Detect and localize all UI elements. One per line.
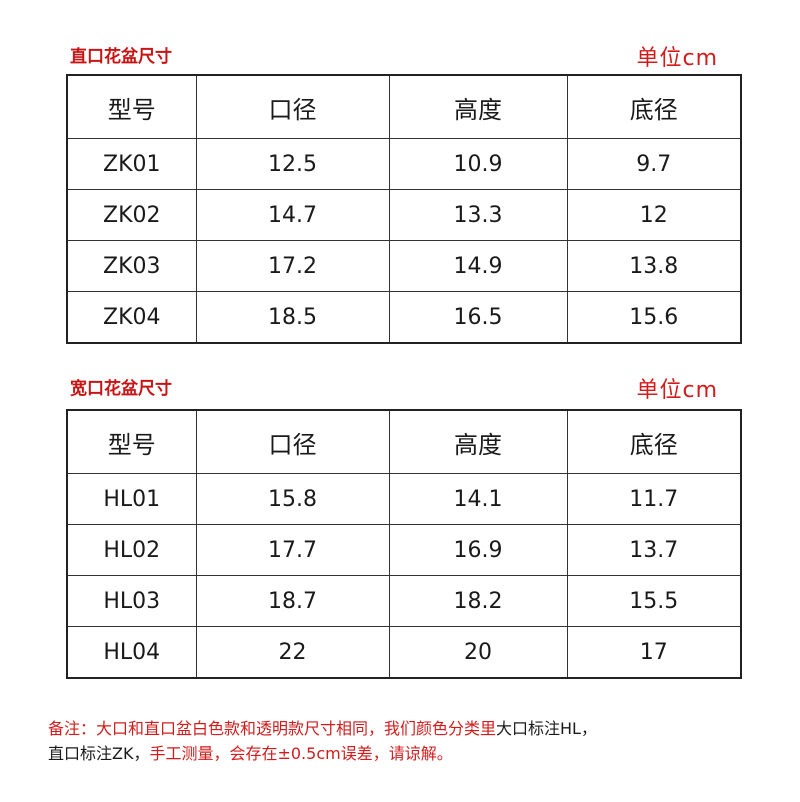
note-text-1: 备注：大口和直口盆白色款和透明款尺寸相同，我们颜色分类里 <box>48 719 497 738</box>
table-header-row: 型号 口径 高度 底径 <box>66 74 742 139</box>
cell-model: ZK04 <box>66 291 197 344</box>
header-mouth-diameter: 口径 <box>195 409 390 474</box>
cell-height: 13.3 <box>388 189 568 241</box>
cell-model: HL01 <box>66 473 197 525</box>
cell-base: 15.6 <box>566 291 742 344</box>
section-title-wide: 宽口花盆尺寸 <box>70 379 172 399</box>
cell-model: HL02 <box>66 524 197 576</box>
table-row: ZK03 17.2 14.9 13.8 <box>66 240 742 292</box>
cell-mouth: 18.7 <box>195 575 390 627</box>
header-height: 高度 <box>388 409 568 474</box>
header-model: 型号 <box>66 409 197 474</box>
cell-height: 20 <box>388 626 568 679</box>
cell-base: 13.7 <box>566 524 742 576</box>
table-row: HL02 17.7 16.9 13.7 <box>66 524 742 576</box>
header-model: 型号 <box>66 74 197 139</box>
cell-height: 14.9 <box>388 240 568 292</box>
note-text-3: 直口标注ZK， <box>48 744 150 763</box>
cell-mouth: 18.5 <box>195 291 390 344</box>
cell-base: 15.5 <box>566 575 742 627</box>
table-row: HL01 15.8 14.1 11.7 <box>66 473 742 525</box>
note-text-4: 手工测量，会存在±0.5cm误差，请谅解。 <box>149 744 453 763</box>
table-header-row: 型号 口径 高度 底径 <box>66 409 742 474</box>
cell-model: HL03 <box>66 575 197 627</box>
cell-base: 9.7 <box>566 138 742 190</box>
cell-model: ZK01 <box>66 138 197 190</box>
unit-label-straight: 单位cm <box>636 46 718 71</box>
cell-base: 13.8 <box>566 240 742 292</box>
cell-mouth: 14.7 <box>195 189 390 241</box>
header-base-diameter: 底径 <box>566 409 742 474</box>
table-row: ZK02 14.7 13.3 12 <box>66 189 742 241</box>
unit-label-wide: 单位cm <box>636 378 718 403</box>
cell-height: 16.5 <box>388 291 568 344</box>
cell-base: 11.7 <box>566 473 742 525</box>
section-title-straight: 直口花盆尺寸 <box>70 47 172 67</box>
cell-model: HL04 <box>66 626 197 679</box>
table-row: ZK01 12.5 10.9 9.7 <box>66 138 742 190</box>
cell-height: 16.9 <box>388 524 568 576</box>
cell-mouth: 15.8 <box>195 473 390 525</box>
size-table-wide: 型号 口径 高度 底径 HL01 15.8 14.1 11.7 HL02 17.… <box>66 409 742 679</box>
header-height: 高度 <box>388 74 568 139</box>
cell-mouth: 12.5 <box>195 138 390 190</box>
cell-model: ZK03 <box>66 240 197 292</box>
cell-base: 12 <box>566 189 742 241</box>
table-row: HL04 22 20 17 <box>66 626 742 679</box>
table-row: HL03 18.7 18.2 15.5 <box>66 575 742 627</box>
cell-mouth: 17.7 <box>195 524 390 576</box>
cell-base: 17 <box>566 626 742 679</box>
cell-height: 14.1 <box>388 473 568 525</box>
cell-mouth: 17.2 <box>195 240 390 292</box>
header-mouth-diameter: 口径 <box>195 74 390 139</box>
header-base-diameter: 底径 <box>566 74 742 139</box>
cell-mouth: 22 <box>195 626 390 679</box>
cell-height: 10.9 <box>388 138 568 190</box>
note-text-2: 大口标注HL， <box>496 719 597 738</box>
footnote: 备注：大口和直口盆白色款和透明款尺寸相同，我们颜色分类里大口标注HL， 直口标注… <box>48 716 768 766</box>
cell-model: ZK02 <box>66 189 197 241</box>
size-table-straight: 型号 口径 高度 底径 ZK01 12.5 10.9 9.7 ZK02 14.7… <box>66 74 742 344</box>
cell-height: 18.2 <box>388 575 568 627</box>
table-row: ZK04 18.5 16.5 15.6 <box>66 291 742 344</box>
